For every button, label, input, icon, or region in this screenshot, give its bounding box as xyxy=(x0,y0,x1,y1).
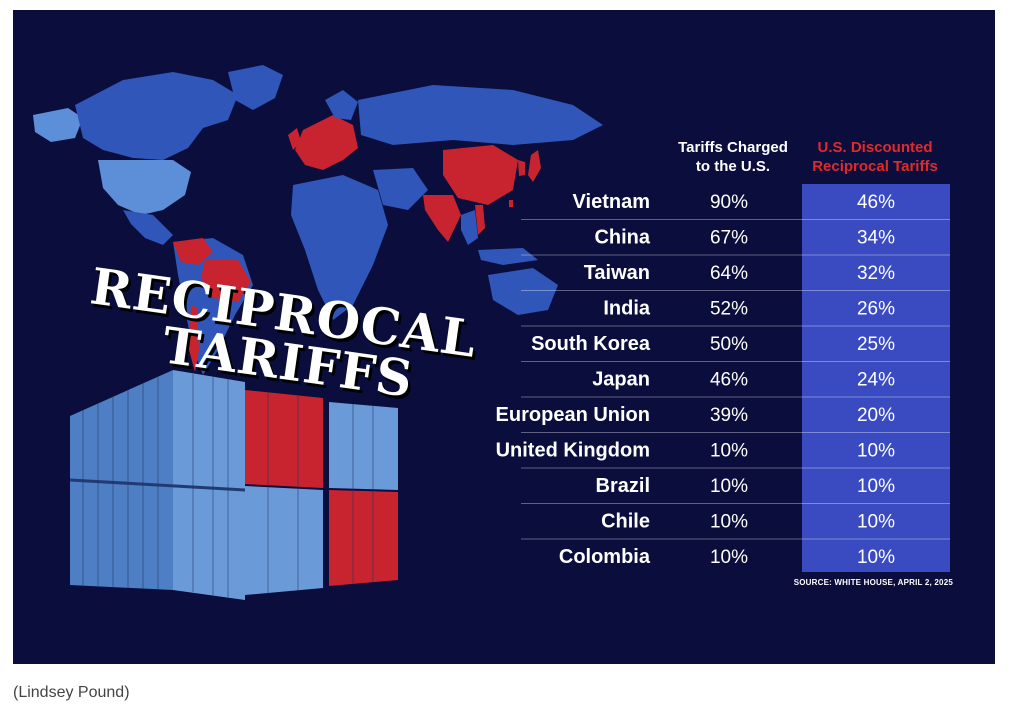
map-russia xyxy=(358,85,603,145)
map-africa xyxy=(291,175,388,320)
map-korea xyxy=(518,160,525,176)
row-charged-value: 39% xyxy=(710,405,748,426)
row-charged-value: 10% xyxy=(710,476,748,497)
row-reciprocal-value: 32% xyxy=(857,263,895,284)
row-charged-value: 50% xyxy=(710,334,748,355)
map-indonesia xyxy=(478,248,538,265)
table-rows: Vietnam 90% 46% China 67% 34% Taiwan 64% 32% Indi… xyxy=(496,191,950,568)
map-canada xyxy=(75,72,238,160)
map-colombia-venezuela xyxy=(173,238,213,265)
table-row: Brazil 10% 10% xyxy=(521,475,950,504)
map-uk xyxy=(288,128,301,150)
infographic: Vietnam 90% 46% China 67% 34% Taiwan 64% 32% Indi… xyxy=(13,10,995,664)
row-charged-value: 10% xyxy=(710,511,748,532)
container-right-bottom xyxy=(329,490,398,586)
infographic-art: Vietnam 90% 46% China 67% 34% Taiwan 64% 32% Indi… xyxy=(33,65,950,600)
image-caption: (Lindsey Pound) xyxy=(13,684,130,701)
map-alaska xyxy=(33,108,83,142)
map-usa xyxy=(98,160,191,215)
table-row: European Union 39% 20% xyxy=(496,404,950,433)
container-middle-bottom xyxy=(245,486,323,595)
map-australia xyxy=(488,268,558,315)
map-middle-east xyxy=(373,168,428,210)
row-country-label: India xyxy=(603,297,651,319)
column-header-reciprocal: U.S. Discounted Reciprocal Tariffs xyxy=(800,138,950,176)
row-reciprocal-value: 26% xyxy=(857,298,895,319)
row-charged-value: 64% xyxy=(710,263,748,284)
table-row: Colombia 10% 10% xyxy=(559,546,895,568)
row-country-label: Chile xyxy=(601,510,650,532)
container-left-front xyxy=(173,370,245,600)
table-row: Japan 46% 24% xyxy=(521,368,950,398)
row-country-label: Colombia xyxy=(559,546,651,568)
row-charged-value: 46% xyxy=(710,369,748,390)
row-country-label: China xyxy=(594,226,650,248)
table-row: Vietnam 90% 46% xyxy=(521,191,950,220)
world-map xyxy=(33,65,603,375)
map-japan xyxy=(528,150,541,182)
map-china xyxy=(443,145,518,205)
map-india xyxy=(423,195,461,242)
map-greenland xyxy=(228,65,283,110)
map-brazil xyxy=(201,260,251,302)
table-row: Taiwan 64% 32% xyxy=(521,262,950,291)
highlight-column xyxy=(802,184,950,572)
container-left-side xyxy=(70,370,173,590)
column-header-charged-line1: Tariffs Charged xyxy=(678,139,788,156)
column-header-charged: Tariffs Charged to the U.S. xyxy=(653,138,813,176)
row-charged-value: 90% xyxy=(710,192,748,213)
row-country-label: Vietnam xyxy=(573,191,650,213)
row-charged-value: 67% xyxy=(710,227,748,248)
map-taiwan xyxy=(509,200,513,207)
row-reciprocal-value: 10% xyxy=(857,476,895,497)
row-country-label: Taiwan xyxy=(584,262,650,284)
map-vietnam xyxy=(475,205,485,235)
table-row: India 52% 26% xyxy=(521,297,950,327)
row-charged-value: 10% xyxy=(710,440,748,461)
row-reciprocal-value: 10% xyxy=(857,511,895,532)
map-scandinavia xyxy=(325,90,358,120)
map-europe xyxy=(295,115,358,170)
row-country-label: European Union xyxy=(496,404,650,426)
column-header-reciprocal-line1: U.S. Discounted xyxy=(817,139,933,156)
row-country-label: United Kingdom xyxy=(496,439,650,461)
row-country-label: Brazil xyxy=(596,475,650,497)
row-country-label: Japan xyxy=(592,368,650,390)
row-reciprocal-value: 25% xyxy=(857,334,895,355)
row-reciprocal-value: 20% xyxy=(857,405,895,426)
table-row: China 67% 34% xyxy=(521,226,950,256)
source-note: SOURCE: WHITE HOUSE, APRIL 2, 2025 xyxy=(793,578,953,587)
row-reciprocal-value: 10% xyxy=(857,440,895,461)
row-charged-value: 10% xyxy=(710,547,748,568)
container-middle-top xyxy=(245,390,323,488)
column-header-charged-line2: to the U.S. xyxy=(695,158,771,175)
map-chile xyxy=(189,305,199,372)
container-right-top xyxy=(329,402,398,490)
row-reciprocal-value: 34% xyxy=(857,227,895,248)
row-reciprocal-value: 24% xyxy=(857,369,895,390)
map-southeast-asia xyxy=(461,210,478,245)
column-header-reciprocal-line2: Reciprocal Tariffs xyxy=(812,158,938,175)
table-row: United Kingdom 10% 10% xyxy=(496,439,950,469)
row-country-label: South Korea xyxy=(531,333,651,355)
row-charged-value: 52% xyxy=(710,298,748,319)
table-row: South Korea 50% 25% xyxy=(521,333,950,362)
row-reciprocal-value: 10% xyxy=(857,547,895,568)
map-mexico xyxy=(123,210,173,245)
row-reciprocal-value: 46% xyxy=(857,192,895,213)
table-row: Chile 10% 10% xyxy=(521,510,950,540)
shipping-containers xyxy=(69,370,398,600)
